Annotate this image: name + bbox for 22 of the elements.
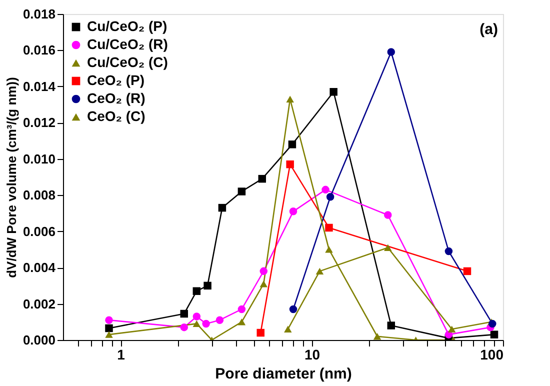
y-tick-label: 0.016 <box>22 42 56 58</box>
annotation: (a) <box>480 21 498 38</box>
y-tick-label: 0.014 <box>22 78 56 94</box>
x-axis-title: Pore diameter (nm) <box>215 366 352 382</box>
legend-label: CeO₂ (P) <box>87 72 145 88</box>
y-axis-title: dV/dW Pore volume (cm³/(g nm)) <box>4 77 19 278</box>
x-tick-label: 100 <box>480 346 504 362</box>
y-tick-label: 0.012 <box>22 115 56 130</box>
y-tick-label: 0.006 <box>22 224 56 239</box>
legend-label: Cu/CeO₂ (P) <box>87 18 168 34</box>
legend-label: CeO₂ (C) <box>87 108 146 124</box>
legend-label: Cu/CeO₂ (C) <box>87 54 168 70</box>
x-tick-label: 10 <box>304 346 320 362</box>
y-tick-label: 0.008 <box>22 188 56 203</box>
legend-label: CeO₂ (R) <box>87 90 146 106</box>
x-tick-label: 1 <box>117 346 126 362</box>
legend-label: Cu/CeO₂ (R) <box>87 36 168 52</box>
y-tick-label: 0.018 <box>22 6 56 22</box>
y-tick-label: 0.004 <box>22 260 56 276</box>
y-tick-label: 0.000 <box>22 332 56 348</box>
y-tick-label: 0.010 <box>22 151 56 166</box>
y-tick-label: 0.002 <box>22 296 56 312</box>
